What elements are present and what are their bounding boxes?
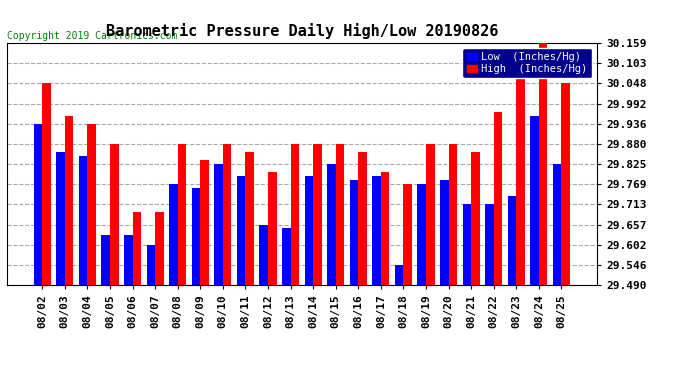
- Bar: [34, 124, 42, 285]
- Bar: [313, 144, 322, 285]
- Bar: [259, 225, 268, 285]
- Bar: [448, 144, 457, 285]
- Bar: [562, 83, 570, 285]
- Bar: [42, 83, 51, 285]
- Bar: [471, 152, 480, 285]
- Bar: [426, 144, 435, 285]
- Bar: [282, 228, 290, 285]
- Title: Barometric Pressure Daily High/Low 20190826: Barometric Pressure Daily High/Low 20190…: [106, 23, 498, 39]
- Bar: [192, 188, 200, 285]
- Bar: [531, 116, 539, 285]
- Bar: [336, 144, 344, 285]
- Bar: [290, 144, 299, 285]
- Bar: [350, 180, 358, 285]
- Legend: Low  (Inches/Hg), High  (Inches/Hg): Low (Inches/Hg), High (Inches/Hg): [462, 48, 591, 78]
- Bar: [65, 116, 73, 285]
- Bar: [101, 236, 110, 285]
- Bar: [304, 176, 313, 285]
- Bar: [358, 152, 367, 285]
- Bar: [246, 152, 254, 285]
- Bar: [215, 164, 223, 285]
- Bar: [146, 245, 155, 285]
- Bar: [440, 180, 449, 285]
- Bar: [553, 164, 562, 285]
- Bar: [494, 112, 502, 285]
- Bar: [508, 196, 516, 285]
- Bar: [417, 184, 426, 285]
- Bar: [404, 184, 412, 285]
- Bar: [516, 55, 525, 285]
- Bar: [200, 160, 209, 285]
- Bar: [237, 176, 246, 285]
- Bar: [132, 212, 141, 285]
- Bar: [57, 152, 65, 285]
- Bar: [178, 144, 186, 285]
- Bar: [110, 144, 119, 285]
- Bar: [381, 172, 389, 285]
- Bar: [395, 265, 404, 285]
- Bar: [373, 176, 381, 285]
- Bar: [223, 144, 231, 285]
- Text: Copyright 2019 Cartronics.com: Copyright 2019 Cartronics.com: [7, 31, 177, 41]
- Bar: [485, 204, 494, 285]
- Bar: [268, 172, 277, 285]
- Bar: [79, 156, 88, 285]
- Bar: [327, 164, 336, 285]
- Bar: [88, 124, 96, 285]
- Bar: [462, 204, 471, 285]
- Bar: [169, 184, 178, 285]
- Bar: [539, 43, 547, 285]
- Bar: [124, 236, 132, 285]
- Bar: [155, 212, 164, 285]
